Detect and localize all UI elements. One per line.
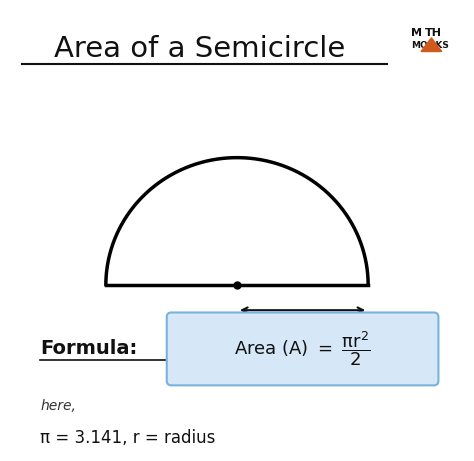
Text: Formula:: Formula: [40,339,137,358]
Text: π = 3.141, r = radius: π = 3.141, r = radius [40,429,216,447]
Polygon shape [421,38,442,52]
Text: here,: here, [40,399,76,413]
Text: $\mathrm{Area\ (A)\ =\ \dfrac{\pi r^2}{2}}$: $\mathrm{Area\ (A)\ =\ \dfrac{\pi r^2}{2… [234,330,371,368]
Text: TH: TH [424,28,441,38]
Text: Area of a Semicircle: Area of a Semicircle [54,35,345,63]
Text: MONKS: MONKS [411,41,449,51]
Text: M: M [411,28,422,38]
FancyBboxPatch shape [167,313,438,385]
Text: r: r [318,331,326,350]
